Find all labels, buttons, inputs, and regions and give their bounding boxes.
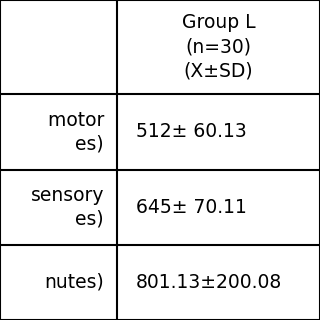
Text: 801.13±200.08: 801.13±200.08 xyxy=(136,273,282,292)
Text: nutes): nutes) xyxy=(44,273,104,292)
Text: 645± 70.11: 645± 70.11 xyxy=(136,198,247,217)
Text: 512± 60.13: 512± 60.13 xyxy=(136,123,247,141)
Text: Group L
(n=30)
(X±SD): Group L (n=30) (X±SD) xyxy=(181,13,255,81)
Text: sensory
es): sensory es) xyxy=(30,186,104,228)
Text: motor
es): motor es) xyxy=(30,111,104,153)
